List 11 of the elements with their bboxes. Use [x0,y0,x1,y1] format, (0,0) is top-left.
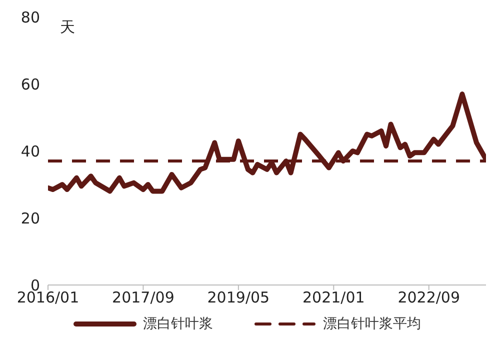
y-tick-label: 40 [20,142,40,160]
legend-label: 漂白针叶浆平均 [323,315,421,333]
y-tick-label: 80 [20,8,40,26]
x-tick-label: 2019/05 [207,288,270,307]
x-tick-label: 2017/09 [112,288,174,307]
x-tick-label: 2022/09 [398,288,460,307]
y-tick-label: 60 [20,75,40,94]
y-tick-label: 20 [20,209,40,228]
y-axis-title: 天 [60,18,75,37]
legend-label: 漂白针叶浆 [143,315,213,333]
x-tick-label: 2021/01 [302,288,365,307]
